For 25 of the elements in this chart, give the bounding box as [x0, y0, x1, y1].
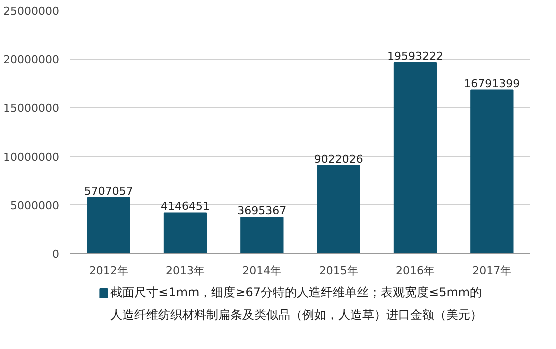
x-tick-label: 2016年	[396, 264, 436, 278]
x-tick-label: 2017年	[472, 264, 512, 278]
data-label: 9022026	[314, 152, 364, 166]
bar	[394, 62, 438, 254]
x-tick-label: 2012年	[89, 264, 128, 278]
bar	[164, 212, 208, 254]
data-label: 5707057	[84, 185, 134, 198]
bar	[470, 90, 514, 254]
y-tick-label: 5000000	[10, 199, 60, 212]
y-tick-label: 0	[52, 248, 60, 261]
y-tick-label: 20000000	[4, 54, 60, 67]
x-tick-label: 2013年	[166, 264, 206, 278]
x-tick-label: 2014年	[242, 264, 282, 278]
bar	[87, 198, 130, 254]
data-label: 19593222	[388, 50, 444, 64]
legend-label: 截面尺寸≤1mm，细度≥67分特的人造纤维单丝；表观宽度≤5mm的人造纤维纺织材料制扁条及类似品（例如，人造草）进口金额（美元）	[110, 286, 483, 322]
data-label: 4146451	[161, 200, 210, 214]
data-label: 3695367	[238, 204, 287, 218]
x-tick-label: 2015年	[319, 264, 358, 278]
y-tick-label: 10000000	[4, 150, 60, 164]
data-label: 16791399	[464, 77, 520, 90]
bar	[240, 217, 284, 254]
y-tick-label: 25000000	[4, 5, 60, 18]
y-tick-label: 15000000	[4, 102, 60, 116]
bar	[317, 165, 360, 254]
